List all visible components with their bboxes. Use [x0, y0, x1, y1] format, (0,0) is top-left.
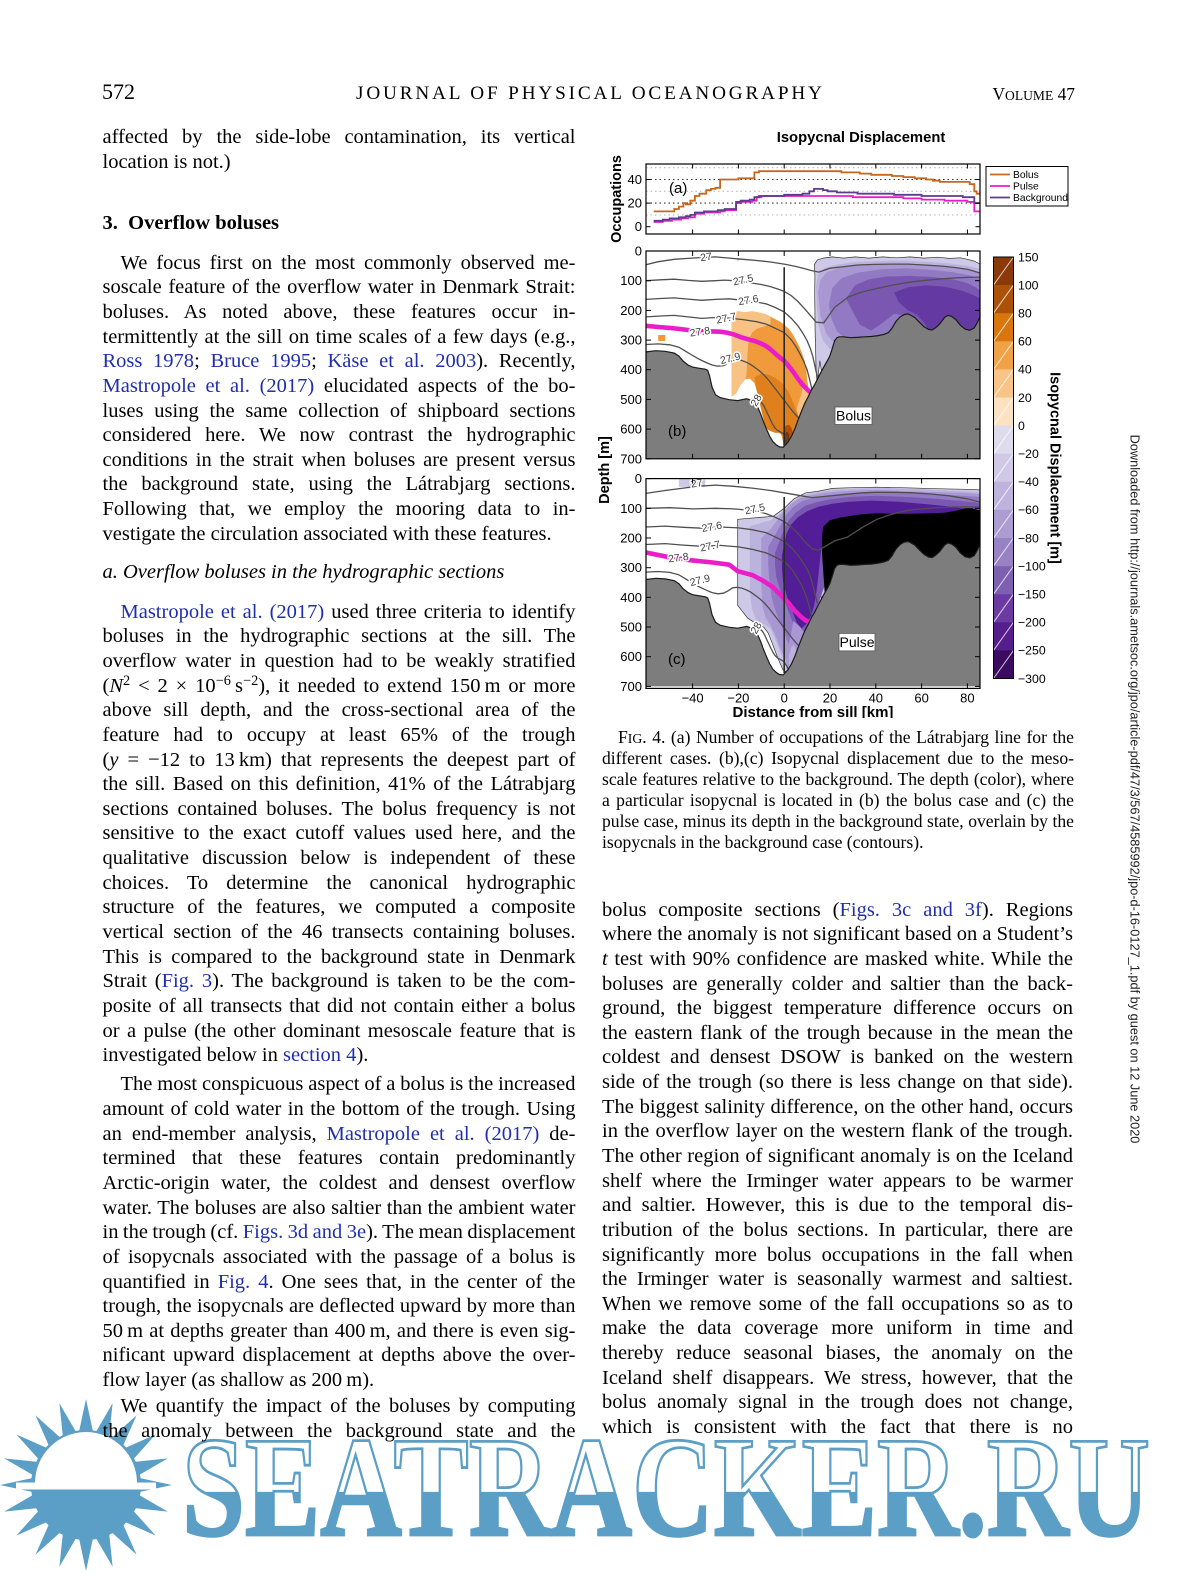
svg-text:500: 500 — [620, 392, 642, 407]
svg-text:Isopycnal Displacement [m]: Isopycnal Displacement [m] — [1047, 372, 1063, 564]
svg-text:Distance from sill [km]: Distance from sill [km] — [733, 704, 894, 718]
svg-text:27.8: 27.8 — [668, 551, 690, 566]
svg-text:20: 20 — [628, 196, 642, 211]
svg-text:0: 0 — [635, 244, 642, 259]
svg-text:100: 100 — [620, 501, 642, 516]
svg-text:100: 100 — [1018, 278, 1039, 292]
svg-text:0: 0 — [781, 691, 788, 706]
svg-text:Bolus: Bolus — [836, 408, 871, 424]
svg-text:700: 700 — [620, 451, 642, 466]
svg-text:0: 0 — [635, 471, 642, 486]
svg-text:Pulse: Pulse — [839, 634, 874, 650]
svg-text:700: 700 — [620, 679, 642, 694]
svg-text:80: 80 — [960, 691, 974, 706]
svg-text:600: 600 — [620, 649, 642, 664]
svg-text:40: 40 — [1018, 363, 1032, 377]
svg-text:−20: −20 — [727, 691, 749, 706]
svg-text:27.5: 27.5 — [744, 501, 767, 517]
svg-text:200: 200 — [620, 531, 642, 546]
svg-text:600: 600 — [620, 422, 642, 437]
svg-text:40: 40 — [628, 172, 642, 187]
svg-text:27.9: 27.9 — [689, 572, 712, 589]
svg-text:−150: −150 — [1018, 588, 1046, 602]
svg-text:−40: −40 — [682, 691, 704, 706]
svg-text:−200: −200 — [1018, 616, 1046, 630]
svg-text:Pulse: Pulse — [1013, 182, 1039, 193]
svg-text:80: 80 — [1018, 307, 1032, 321]
svg-text:200: 200 — [620, 303, 642, 318]
svg-text:60: 60 — [914, 691, 928, 706]
svg-text:−300: −300 — [1018, 672, 1046, 686]
svg-text:−20: −20 — [1018, 447, 1039, 461]
svg-text:−40: −40 — [1018, 475, 1039, 489]
svg-text:Background: Background — [1013, 193, 1068, 204]
svg-text:27.7: 27.7 — [715, 311, 738, 327]
svg-text:60: 60 — [1018, 335, 1032, 349]
svg-text:(a): (a) — [669, 180, 687, 197]
svg-text:27.7: 27.7 — [699, 539, 722, 555]
svg-text:(c): (c) — [668, 651, 686, 668]
svg-text:400: 400 — [620, 362, 642, 377]
svg-text:500: 500 — [620, 620, 642, 635]
svg-text:27.6: 27.6 — [701, 520, 723, 535]
svg-text:150: 150 — [1018, 250, 1039, 264]
svg-text:0: 0 — [635, 219, 642, 234]
svg-text:27.6: 27.6 — [737, 293, 759, 308]
svg-text:300: 300 — [620, 333, 642, 348]
svg-text:20: 20 — [1018, 391, 1032, 405]
svg-text:−60: −60 — [1018, 503, 1039, 517]
svg-text:Occupations: Occupations — [609, 155, 625, 243]
svg-text:−100: −100 — [1018, 559, 1046, 573]
svg-text:27.5: 27.5 — [732, 272, 755, 288]
svg-text:−80: −80 — [1018, 531, 1039, 545]
svg-text:300: 300 — [620, 560, 642, 575]
svg-text:Isopycnal Displacement: Isopycnal Displacement — [777, 130, 946, 146]
svg-text:Depth [m]: Depth [m] — [597, 436, 613, 504]
svg-text:27.8: 27.8 — [689, 325, 711, 340]
svg-text:(b): (b) — [668, 423, 686, 440]
svg-text:40: 40 — [869, 691, 883, 706]
svg-text:400: 400 — [620, 590, 642, 605]
svg-text:−250: −250 — [1018, 644, 1046, 658]
svg-text:27: 27 — [700, 251, 713, 265]
svg-text:Bolus: Bolus — [1013, 170, 1039, 181]
svg-text:100: 100 — [620, 273, 642, 288]
svg-text:20: 20 — [823, 691, 837, 706]
svg-text:0: 0 — [1018, 419, 1025, 433]
